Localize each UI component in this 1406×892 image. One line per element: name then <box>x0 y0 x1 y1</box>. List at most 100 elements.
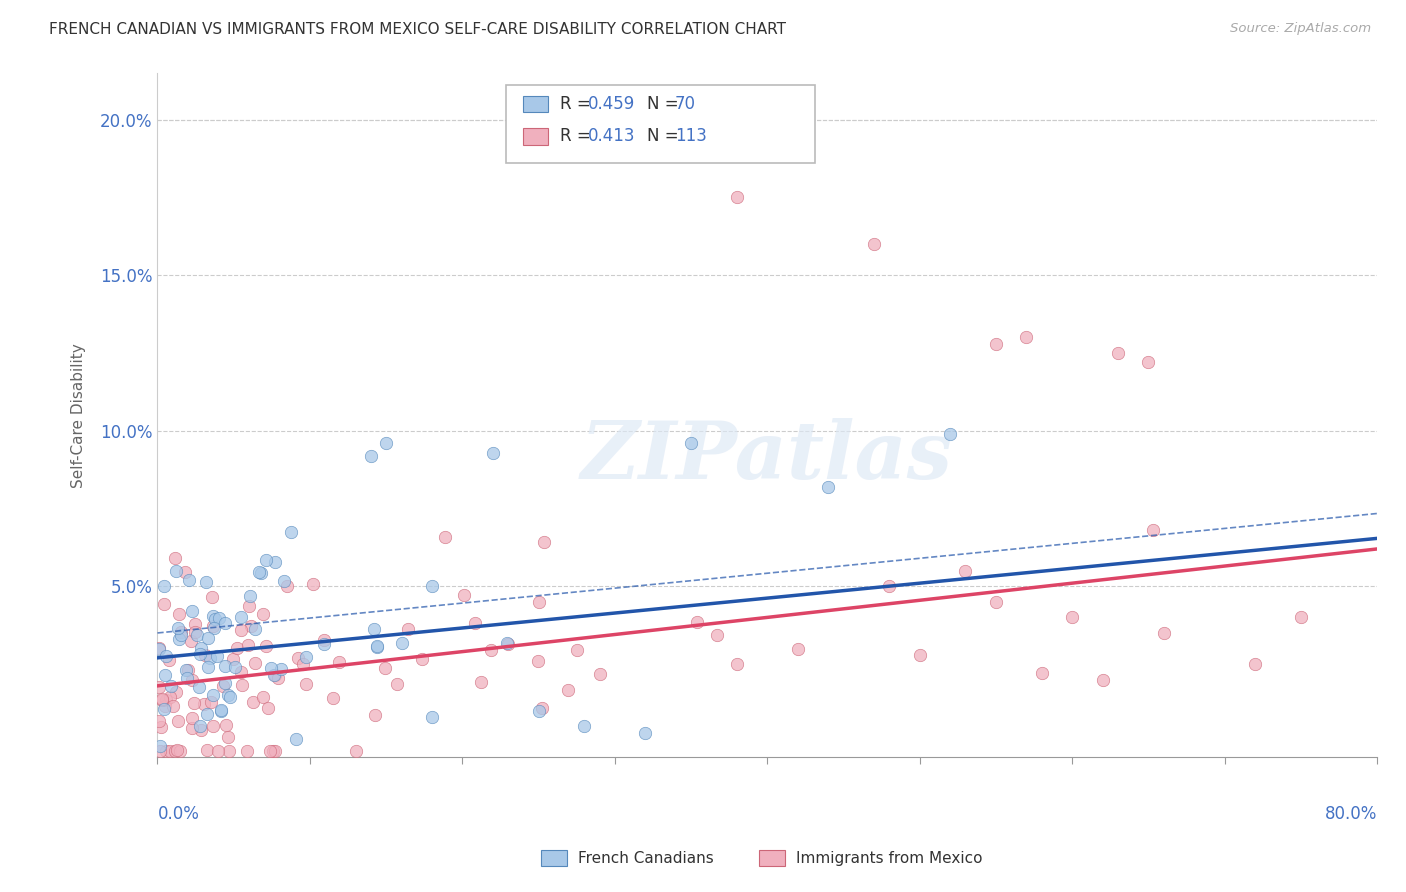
Point <box>226 640 249 655</box>
Point <box>202 621 225 635</box>
Point <box>149 739 172 753</box>
Point <box>231 678 253 692</box>
Point <box>155 693 177 707</box>
Point <box>939 426 962 441</box>
Point <box>174 663 197 677</box>
Point <box>1107 346 1129 360</box>
Point <box>188 681 211 695</box>
Point <box>208 611 231 625</box>
Point <box>214 659 236 673</box>
Point <box>259 661 281 675</box>
Point <box>197 660 219 674</box>
Point <box>679 436 702 450</box>
Point <box>155 744 177 758</box>
Point <box>190 641 212 656</box>
Point <box>214 615 236 630</box>
Point <box>157 653 180 667</box>
Point <box>366 640 388 654</box>
Text: Source: ZipAtlas.com: Source: ZipAtlas.com <box>1230 22 1371 36</box>
Point <box>229 623 252 637</box>
Point <box>252 607 274 621</box>
Point <box>167 607 190 621</box>
Point <box>200 650 222 665</box>
Point <box>195 742 218 756</box>
Point <box>264 744 287 758</box>
Text: 113: 113 <box>675 128 707 145</box>
Point <box>1244 657 1267 671</box>
Point <box>215 717 238 731</box>
Point <box>374 661 396 675</box>
Point <box>167 622 190 636</box>
Point <box>150 719 173 733</box>
Point <box>247 565 270 579</box>
Point <box>201 619 224 633</box>
Point <box>245 656 267 670</box>
Point <box>184 625 207 640</box>
Point <box>322 691 344 706</box>
Point <box>280 525 302 540</box>
Point <box>153 668 176 682</box>
Point <box>201 689 224 703</box>
Point <box>159 679 181 693</box>
Point <box>177 573 200 587</box>
Point <box>589 667 612 681</box>
Point <box>391 636 413 650</box>
Point <box>166 742 188 756</box>
Point <box>181 604 204 618</box>
Text: Immigrants from Mexico: Immigrants from Mexico <box>796 851 983 865</box>
Text: R =: R = <box>560 95 596 113</box>
Point <box>236 744 259 758</box>
Point <box>420 710 443 724</box>
Point <box>1289 610 1312 624</box>
Point <box>877 579 900 593</box>
Point <box>453 588 475 602</box>
Y-axis label: Self-Care Disability: Self-Care Disability <box>72 343 86 488</box>
Point <box>201 608 224 623</box>
Text: N =: N = <box>647 95 683 113</box>
Point <box>238 589 260 603</box>
Point <box>267 671 290 685</box>
Point <box>217 688 239 702</box>
Point <box>292 657 315 672</box>
Point <box>167 714 190 728</box>
Point <box>148 640 170 655</box>
Point <box>863 237 886 252</box>
Point <box>955 564 977 578</box>
Point <box>180 673 202 688</box>
Point <box>817 480 839 494</box>
Point <box>420 579 443 593</box>
Point <box>170 625 193 640</box>
Point <box>252 690 274 705</box>
Point <box>375 436 398 450</box>
Point <box>470 674 492 689</box>
Text: 70: 70 <box>675 95 696 113</box>
Text: 0.0%: 0.0% <box>157 805 200 823</box>
Point <box>205 648 228 663</box>
Point <box>212 679 235 693</box>
Point <box>527 595 550 609</box>
Point <box>229 665 252 679</box>
Point <box>153 699 176 714</box>
Point <box>197 631 219 645</box>
Point <box>479 643 502 657</box>
Point <box>222 652 245 666</box>
Point <box>256 553 278 567</box>
Point <box>725 657 748 671</box>
Point <box>264 555 287 569</box>
Point <box>180 634 202 648</box>
Point <box>224 660 246 674</box>
Point <box>363 622 385 636</box>
Point <box>165 564 187 578</box>
Point <box>190 723 212 738</box>
Point <box>284 732 307 747</box>
Text: French Canadians: French Canadians <box>578 851 714 865</box>
Point <box>257 701 280 715</box>
Point <box>295 650 318 665</box>
Point <box>238 599 260 614</box>
Point <box>725 190 748 204</box>
Point <box>1142 523 1164 537</box>
Point <box>204 612 226 626</box>
Point <box>201 590 224 604</box>
Point <box>150 693 173 707</box>
Text: R =: R = <box>560 128 596 145</box>
